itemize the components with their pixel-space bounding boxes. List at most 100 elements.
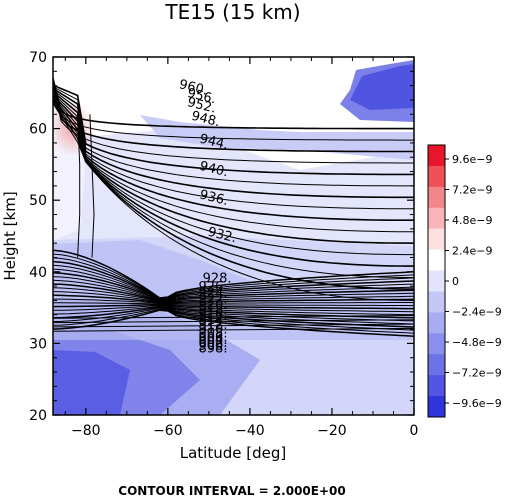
contour-line-lower [53, 272, 414, 302]
contour-label: 902. [199, 336, 228, 351]
contour-label: 908. [199, 327, 228, 342]
contour-label: 922. [199, 292, 228, 307]
contour-line-polar [77, 114, 81, 258]
contour-label: 920. [199, 298, 228, 313]
contour-line-lower [53, 294, 414, 310]
contour-line-upper [53, 81, 414, 153]
colorbar-label: −4.8e−9 [452, 336, 502, 349]
contour-line-upper [53, 101, 414, 290]
contour-line-upper [53, 87, 414, 199]
contour-line-lower [53, 260, 414, 300]
colorbar-swatch [428, 291, 445, 313]
contour-line-upper [53, 98, 414, 267]
contour-line-lower [53, 307, 414, 331]
x-tick-label: −80 [71, 423, 101, 439]
contour-label: 914. [199, 313, 228, 328]
contour-line-lower [53, 298, 414, 313]
contour-line-lower [53, 287, 414, 305]
contour-line-upper [53, 84, 414, 176]
contour-line-upper [53, 94, 414, 244]
y-tick-label: 30 [29, 336, 47, 352]
colorbar-label: 0 [452, 275, 459, 288]
contour-line-upper [53, 96, 414, 256]
contour-label: 900. [199, 339, 228, 354]
contour-line-upper [53, 83, 414, 164]
x-tick-label: 0 [410, 423, 419, 439]
contour-line-lower [53, 309, 414, 337]
contour-line-upper [53, 103, 414, 301]
colorbar-swatch [428, 228, 445, 251]
contour-label: 918. [199, 303, 228, 318]
contour-line-upper [53, 93, 414, 233]
contour-line-lower [53, 257, 414, 299]
contour-label: 916. [199, 308, 228, 323]
contour-line-lower [53, 276, 414, 303]
colorbar-label: 7.2e−9 [452, 184, 492, 197]
colorbar-label: 4.8e−9 [452, 214, 492, 227]
colorbar-swatch [428, 354, 445, 376]
colorbar-label: 2.4e−9 [452, 245, 492, 258]
colorbar-label: −7.2e−9 [452, 367, 502, 380]
x-tick-label: −40 [235, 423, 265, 439]
contour-line-lower [53, 308, 414, 334]
contour-interval-note: CONTOUR INTERVAL = 2.000E+00 [118, 484, 345, 498]
contour-line-lower [53, 249, 414, 299]
y-axis: 20 30 40 50 60 70 [29, 50, 414, 424]
contour-line-polar [89, 114, 95, 258]
colorbar-swatch [428, 312, 445, 334]
contour-line-upper [53, 78, 414, 130]
colorbar-swatch [428, 396, 445, 418]
contour-label: 928. [203, 272, 232, 287]
y-tick-label: 60 [29, 122, 47, 138]
contour-label: 932. [206, 225, 238, 247]
contour-line-upper [53, 80, 414, 141]
contour-label: 944. [198, 132, 230, 154]
contour-label: 904. [199, 333, 228, 348]
contour-label: 952. [186, 95, 218, 117]
colorbar: 9.6e−9 7.2e−9 4.8e−9 2.4e−9 0 −2.4e−9 −4.8e−9 −… [427, 144, 502, 418]
contour-label: 926. [199, 280, 228, 295]
contour-line-lower [53, 268, 414, 301]
contour-label: 936. [198, 187, 230, 209]
contour-label: 948. [190, 109, 222, 131]
x-axis: −80 −60 −40 −20 0 [64, 57, 419, 439]
contour-label: 906. [199, 330, 228, 345]
x-tick-label: −60 [153, 423, 183, 439]
contour-line-lower [53, 253, 414, 299]
plot-frame [52, 56, 415, 416]
contour-line-base [53, 319, 414, 324]
y-tick-label: 50 [29, 193, 47, 209]
colorbar-label: −9.6e−9 [452, 397, 502, 410]
contour-label: 956. [186, 86, 218, 108]
x-axis-label: Latitude [deg] [180, 444, 286, 462]
contour-line-base [53, 327, 414, 332]
contour-lines [53, 78, 414, 337]
colorbar-label: 9.6e−9 [452, 153, 492, 166]
contour-line-lower [53, 283, 414, 304]
contour-line-lower [53, 279, 414, 303]
contour-label: 910. [199, 322, 228, 337]
chart-title: TE15 (15 km) [164, 0, 300, 24]
contour-line-lower [53, 304, 414, 322]
colorbar-swatch [428, 186, 445, 209]
contour-line-base [53, 315, 414, 319]
y-axis-label: Height [km] [1, 191, 19, 280]
x-tick-label: −20 [317, 423, 347, 439]
contour-line-upper [53, 89, 414, 210]
y-tick-label: 20 [29, 408, 47, 424]
contour-label: 912. [199, 318, 228, 333]
colorbar-swatch [428, 375, 445, 397]
contour-label: 940. [198, 159, 230, 181]
colorbar-swatch [428, 145, 445, 167]
colorbar-swatch [428, 249, 445, 272]
colorbar-swatch [428, 333, 445, 355]
shaded-field [53, 57, 414, 415]
contour-line-lower [53, 264, 414, 301]
contour-line-upper [53, 91, 414, 221]
contour-line-lower [53, 302, 414, 316]
colorbar-swatch [428, 270, 445, 292]
contour-line-lower [53, 291, 414, 307]
contour-line-base [53, 323, 414, 328]
colorbar-label: −2.4e−9 [452, 306, 502, 319]
